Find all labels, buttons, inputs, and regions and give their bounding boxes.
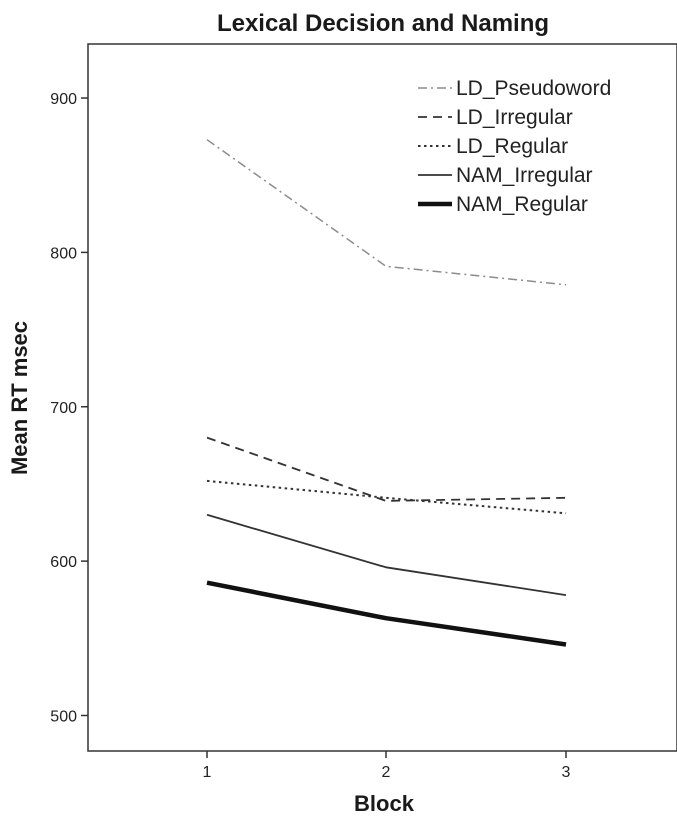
y-axis: 500 600 700 800 900 — [50, 91, 88, 725]
y-tick-label: 900 — [50, 91, 77, 108]
series-line-nam-regular — [206, 580, 567, 647]
y-tick-label: 500 — [50, 708, 77, 725]
series-lines — [206, 139, 567, 647]
legend-label: LD_Irregular — [456, 106, 573, 129]
y-tick-label: 700 — [50, 400, 77, 417]
x-tick-label: 3 — [562, 764, 571, 781]
x-tick-label: 2 — [382, 764, 391, 781]
legend-label: NAM_Irregular — [456, 164, 593, 187]
legend-label: LD_Regular — [456, 135, 568, 158]
series-line-nam-irregular — [206, 513, 567, 596]
y-axis-label: Mean RT msec — [7, 321, 32, 475]
legend-label: NAM_Regular — [456, 193, 588, 216]
plot-frame — [87, 43, 677, 752]
y-tick-label: 800 — [50, 245, 77, 262]
legend: LD_Pseudoword LD_Irregular LD_Regular NAM_I… — [418, 77, 611, 216]
x-axis-label: Block — [354, 791, 415, 816]
x-axis: 1 2 3 — [203, 751, 571, 781]
series-line-ld-irregular — [206, 436, 567, 502]
chart-title: Lexical Decision and Naming — [217, 10, 549, 37]
series-line-ld-regular — [206, 479, 567, 515]
legend-label: LD_Pseudoword — [456, 77, 611, 100]
x-tick-label: 1 — [203, 764, 212, 781]
y-tick-label: 600 — [50, 554, 77, 571]
